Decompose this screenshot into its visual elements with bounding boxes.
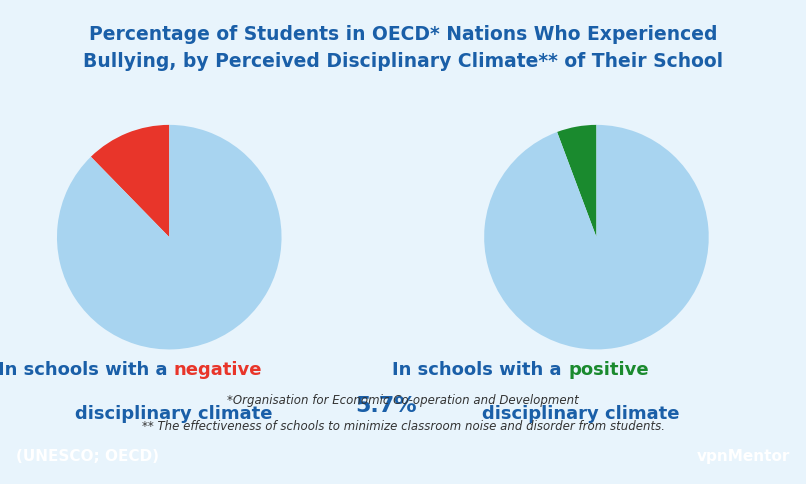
Text: *Organisation for Economic Co-operation and Development: *Organisation for Economic Co-operation … <box>227 394 579 407</box>
Text: 5.7%: 5.7% <box>355 395 417 416</box>
Text: negative: negative <box>173 361 262 379</box>
Text: Percentage of Students in OECD* Nations Who Experienced
Bullying, by Perceived D: Percentage of Students in OECD* Nations … <box>83 25 723 71</box>
Text: disciplinary climate: disciplinary climate <box>74 405 272 423</box>
Wedge shape <box>557 125 596 237</box>
Text: (UNESCO; OECD): (UNESCO; OECD) <box>16 449 159 464</box>
Text: positive: positive <box>568 361 649 379</box>
Wedge shape <box>484 125 708 349</box>
Text: In schools with a: In schools with a <box>393 361 568 379</box>
Text: In schools with a: In schools with a <box>0 361 173 379</box>
Text: disciplinary climate: disciplinary climate <box>481 405 679 423</box>
Wedge shape <box>91 125 169 237</box>
Text: vpnMentor: vpnMentor <box>696 449 790 464</box>
Text: ** The effectiveness of schools to minimize classroom noise and disorder from st: ** The effectiveness of schools to minim… <box>142 421 664 433</box>
Wedge shape <box>57 125 281 349</box>
